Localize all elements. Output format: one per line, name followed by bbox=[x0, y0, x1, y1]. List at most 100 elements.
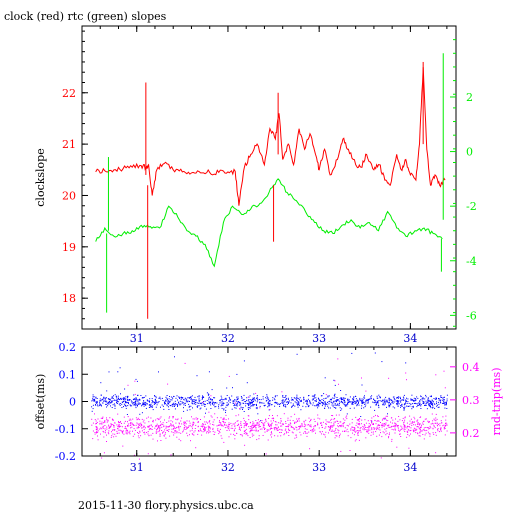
rndtrip-point bbox=[340, 426, 342, 428]
rndtrip-point bbox=[165, 427, 167, 429]
rndtrip-point bbox=[442, 416, 444, 418]
offset-point bbox=[177, 399, 178, 401]
offset-point bbox=[356, 405, 358, 407]
offset-point bbox=[417, 402, 419, 404]
rndtrip-point bbox=[270, 434, 272, 436]
offset-point bbox=[363, 396, 365, 398]
offset-point bbox=[214, 406, 216, 408]
rndtrip-point bbox=[384, 417, 386, 419]
offset-point bbox=[125, 401, 127, 402]
rndtrip-point bbox=[366, 430, 368, 432]
offset-point bbox=[378, 394, 380, 396]
offset-point bbox=[203, 404, 205, 406]
offset-point bbox=[105, 397, 107, 398]
rndtrip-point bbox=[367, 430, 369, 432]
rndtrip-point bbox=[423, 438, 425, 440]
offset-point bbox=[421, 397, 423, 399]
rndtrip-point bbox=[439, 423, 441, 425]
offset-point bbox=[113, 395, 114, 397]
offset-point bbox=[267, 406, 269, 408]
offset-point bbox=[318, 398, 320, 400]
rndtrip-point bbox=[376, 420, 378, 422]
rndtrip-point bbox=[395, 418, 396, 420]
rndtrip-point bbox=[212, 424, 214, 425]
rndtrip-point bbox=[376, 426, 378, 428]
offset-point bbox=[396, 403, 397, 405]
rndtrip-point bbox=[282, 424, 284, 426]
offset-point bbox=[297, 397, 299, 399]
rndtrip-point bbox=[184, 421, 186, 423]
rndtrip-point bbox=[143, 425, 145, 427]
offset-point bbox=[149, 404, 151, 406]
rndtrip-point bbox=[214, 431, 216, 433]
rndtrip-point bbox=[382, 425, 384, 427]
rndtrip-point bbox=[428, 421, 430, 422]
rndtrip-point bbox=[252, 426, 254, 428]
offset-point bbox=[316, 404, 318, 406]
offset-point bbox=[232, 400, 234, 402]
rndtrip-point bbox=[427, 427, 429, 429]
offset-point bbox=[158, 371, 159, 373]
rndtrip-point bbox=[258, 421, 260, 423]
offset-point bbox=[417, 405, 419, 406]
rndtrip-point bbox=[230, 422, 232, 424]
rndtrip-point bbox=[263, 424, 265, 426]
offset-point bbox=[400, 401, 402, 403]
y-left-axis-label: clockslope bbox=[34, 148, 47, 206]
offset-point bbox=[242, 407, 244, 409]
offset-point bbox=[175, 403, 177, 405]
offset-point bbox=[333, 379, 335, 381]
offset-point bbox=[135, 400, 137, 402]
offset-point bbox=[149, 406, 151, 408]
offset-point bbox=[198, 402, 200, 404]
offset-point bbox=[428, 400, 429, 402]
offset-point bbox=[208, 403, 210, 405]
offset-point bbox=[249, 395, 251, 397]
rndtrip-point bbox=[274, 435, 276, 437]
offset-point bbox=[220, 395, 222, 397]
rndtrip-point bbox=[304, 431, 306, 433]
rndtrip-point bbox=[183, 423, 185, 425]
rndtrip-point bbox=[137, 417, 139, 419]
rndtrip-point bbox=[259, 425, 260, 427]
offset-point bbox=[396, 401, 398, 403]
offset-point bbox=[121, 407, 123, 408]
offset-point bbox=[265, 400, 267, 402]
rndtrip-point bbox=[325, 431, 327, 433]
offset-point bbox=[331, 402, 333, 404]
offset-point bbox=[408, 405, 410, 407]
offset-point bbox=[384, 402, 386, 404]
rndtrip-point bbox=[410, 429, 412, 431]
offset-point bbox=[199, 395, 201, 397]
rndtrip-point bbox=[416, 420, 418, 422]
offset-point bbox=[241, 397, 243, 399]
rndtrip-point bbox=[387, 424, 389, 426]
rndtrip-point bbox=[243, 431, 245, 433]
rndtrip-point bbox=[176, 436, 178, 438]
rndtrip-point bbox=[428, 428, 430, 430]
offset-point bbox=[364, 403, 365, 405]
rndtrip-point bbox=[140, 425, 142, 427]
offset-point bbox=[112, 400, 113, 402]
offset-point bbox=[113, 399, 115, 401]
rndtrip-point bbox=[324, 427, 326, 429]
offset-point bbox=[413, 397, 415, 399]
rndtrip-point bbox=[265, 420, 267, 422]
offset-point bbox=[252, 398, 254, 400]
rndtrip-point bbox=[436, 418, 438, 420]
rndtrip-point bbox=[97, 435, 98, 437]
rndtrip-point bbox=[233, 433, 235, 435]
rndtrip-point bbox=[140, 422, 142, 424]
rndtrip-point bbox=[209, 423, 211, 425]
rndtrip-point bbox=[224, 423, 225, 425]
rndtrip-point bbox=[126, 429, 128, 431]
offset-point bbox=[221, 403, 223, 405]
rndtrip-point bbox=[189, 425, 191, 427]
offset-point bbox=[411, 399, 413, 401]
y-left-tick-label: 18 bbox=[62, 292, 76, 305]
rndtrip-point bbox=[406, 427, 408, 429]
rndtrip-point bbox=[209, 426, 211, 428]
rndtrip-point bbox=[199, 428, 201, 430]
offset-point bbox=[412, 399, 414, 401]
rndtrip-point bbox=[344, 430, 346, 432]
